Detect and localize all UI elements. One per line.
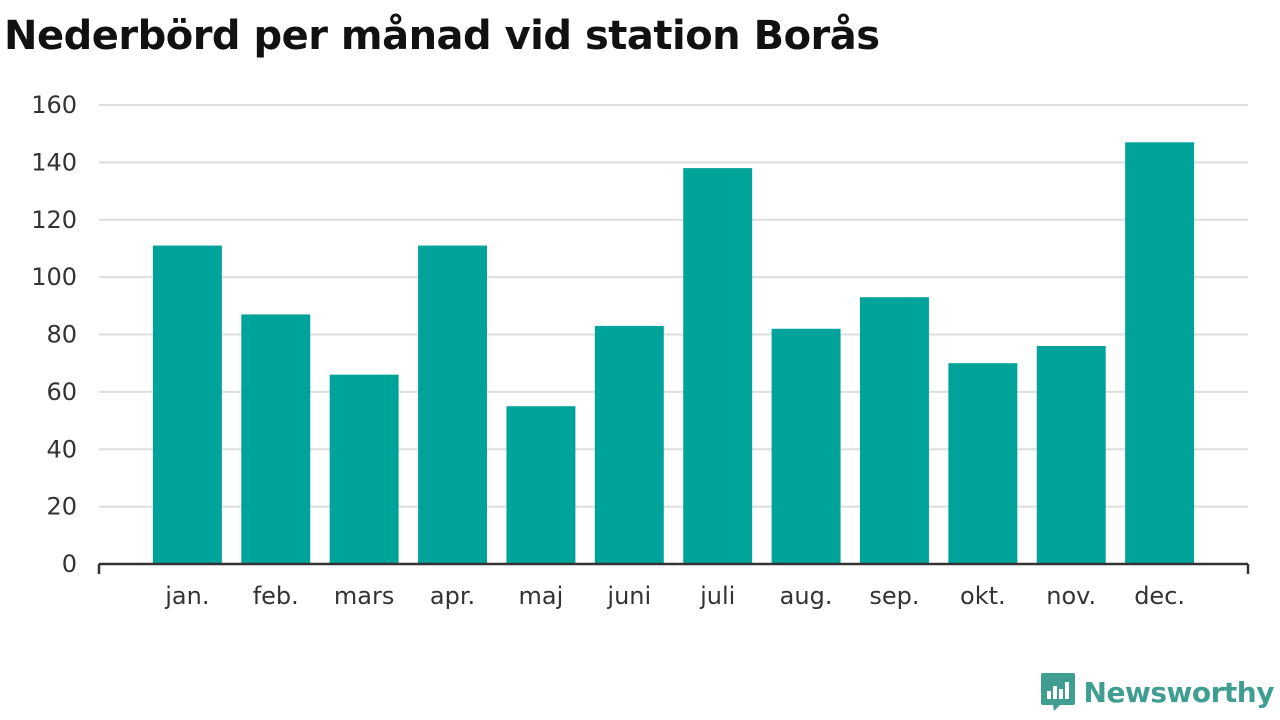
x-tick-label: okt. (960, 582, 1006, 610)
newsworthy-chart-bubble-icon (1040, 673, 1075, 711)
brand-name: Newsworthy (1083, 675, 1275, 709)
x-tick-label: maj (519, 582, 564, 610)
x-tick-label: nov. (1046, 582, 1096, 610)
bar-6 (683, 168, 753, 565)
y-tick-label: 120 (31, 206, 77, 234)
y-tick-label: 140 (31, 148, 77, 176)
bar-2 (329, 374, 399, 564)
bar-0 (152, 245, 222, 564)
y-tick-label: 60 (46, 378, 77, 406)
brand-logo: Newsworthy (1040, 672, 1275, 712)
x-tick-label: aug. (780, 582, 833, 610)
y-tick-label: 160 (31, 91, 77, 119)
bar-4 (506, 406, 576, 564)
x-axis-tick-labels: jan. feb. mars apr. maj juni juli aug. sep. okt. n… (164, 582, 1185, 610)
y-tick-label: 20 (46, 493, 77, 521)
bar-11 (1125, 142, 1195, 564)
bar-3 (418, 245, 488, 564)
bar-1 (241, 314, 311, 564)
x-tick-label: feb. (253, 582, 299, 610)
x-tick-label: juni (606, 582, 651, 610)
x-tick-label: mars (334, 582, 394, 610)
x-tick-label: jan. (164, 582, 209, 610)
bars (152, 142, 1195, 565)
x-tick-label: apr. (430, 582, 475, 610)
y-tick-label: 40 (46, 435, 77, 463)
bar-7 (771, 328, 841, 564)
x-tick-label: dec. (1134, 582, 1185, 610)
x-tick-label: juli (699, 582, 735, 610)
bar-9 (948, 363, 1018, 564)
bar-8 (859, 297, 929, 564)
y-axis-tick-labels: 0 20 40 60 80 100 120 140 160 (31, 91, 77, 578)
bar-5 (594, 325, 664, 564)
x-tick-label: sep. (869, 582, 919, 610)
x-axis (97, 562, 1250, 574)
page-title: Nederbörd per månad vid station Borås (4, 13, 880, 59)
bar-10 (1036, 345, 1106, 564)
y-tick-label: 100 (31, 263, 77, 291)
y-tick-label: 80 (46, 321, 77, 349)
y-tick-label: 0 (62, 550, 77, 578)
